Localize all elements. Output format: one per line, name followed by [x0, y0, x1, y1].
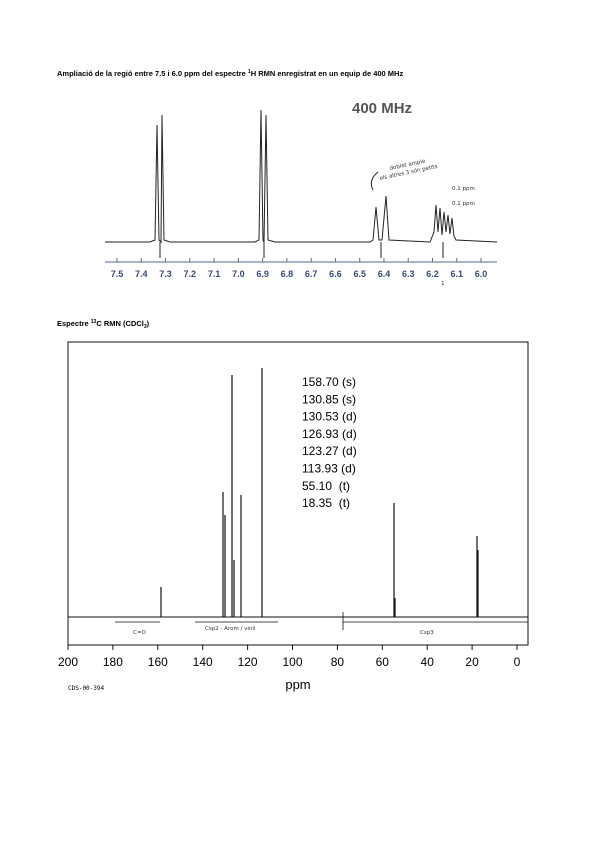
title-text: Ampliació de la regió entre 7.5 i 6.0 pp…: [57, 69, 248, 78]
peak-list: 158.70 (s) 130.85 (s) 130.53 (d) 126.93 (d)…: [302, 375, 357, 510]
tick-label: 100: [282, 655, 302, 669]
heading-sup: 13: [91, 319, 97, 325]
tick-label: 7.0: [232, 269, 245, 279]
c-heading: Espectre 13C RMN (CDCl3): [57, 319, 150, 330]
tick-label: 6.0: [475, 269, 488, 279]
title: Ampliació de la regió entre 7.5 i 6.0 pp…: [57, 69, 403, 78]
code: CDS-00-394: [68, 685, 105, 692]
tick-label: 7.2: [184, 269, 197, 279]
tick-label: 140: [193, 655, 213, 669]
heading-text: ): [147, 319, 150, 328]
tick-label: 7.1: [208, 269, 221, 279]
heading-text: Espectre: [57, 319, 91, 328]
peak-label: 158.70 (s): [302, 375, 356, 389]
region-label: Csp3: [420, 630, 434, 636]
heading-sub: 3: [144, 324, 147, 330]
tick-label: 80: [331, 655, 345, 669]
heading-text: C RMN (CDCl: [96, 319, 144, 328]
tick-label: 6.9: [256, 269, 269, 279]
peak-label: 18.35 (t): [302, 496, 350, 510]
tick-label: 180: [103, 655, 123, 669]
tick-label: 200: [58, 655, 78, 669]
peak-label: 130.85 (s): [302, 392, 356, 406]
spectrum-trace: [105, 109, 498, 244]
peaks: [160, 368, 479, 617]
h-ticks: 7.5 7.4 7.3 7.2 7.1 7.0 6.9 6.8 6.7 6.6 6.5 6.4 6.3 6…: [111, 258, 488, 279]
tick-label: 60: [376, 655, 390, 669]
peak-label: 55.10 (t): [302, 479, 350, 493]
peak-label: 126.93 (d): [302, 427, 357, 441]
tick-label: 7.4: [135, 269, 148, 279]
peak-label: 113.93 (d): [302, 462, 356, 476]
tick-label: 6.4: [378, 269, 391, 279]
peak-label: 123.27 (d): [302, 444, 357, 458]
tick-label: 6.6: [329, 269, 342, 279]
tick-label: 6.8: [281, 269, 294, 279]
region-label: C=O: [133, 630, 146, 636]
region-label: Csp2 - Arom / vinil: [205, 626, 256, 632]
tick-label: 6.1: [451, 269, 464, 279]
field-label: 400 MHz: [352, 100, 412, 117]
annotation: 0.1 ppm: [452, 201, 475, 207]
tick-label: 0: [514, 655, 521, 669]
x-label: ppm: [285, 677, 310, 692]
tick-label: 120: [238, 655, 258, 669]
tick-label: 20: [465, 655, 479, 669]
title-text: H RMN enregistrat en un equip de 400 MHz: [251, 69, 404, 78]
marker: 1: [441, 281, 445, 287]
h-spectrum: [105, 109, 498, 263]
annotation: 0.1 ppm: [452, 186, 475, 192]
tick-label: 6.3: [402, 269, 415, 279]
reference-lines: [159, 242, 444, 258]
tick-label: 160: [148, 655, 168, 669]
peak-label: 130.53 (d): [302, 410, 357, 424]
c-spectrum: [67, 341, 529, 646]
tick-label: 6.2: [426, 269, 439, 279]
tick-label: 7.3: [159, 269, 172, 279]
arrow: [370, 171, 379, 191]
tick-label: 40: [421, 655, 435, 669]
region-brackets: [115, 612, 528, 630]
c-ticks: 200 180 160 140 120 100 80 60 40 20 0: [58, 645, 521, 669]
frame: [67, 341, 529, 646]
tick-label: 6.7: [305, 269, 318, 279]
tick-label: 6.5: [353, 269, 366, 279]
title-sup: 1: [248, 69, 251, 75]
tick-label: 7.5: [111, 269, 124, 279]
